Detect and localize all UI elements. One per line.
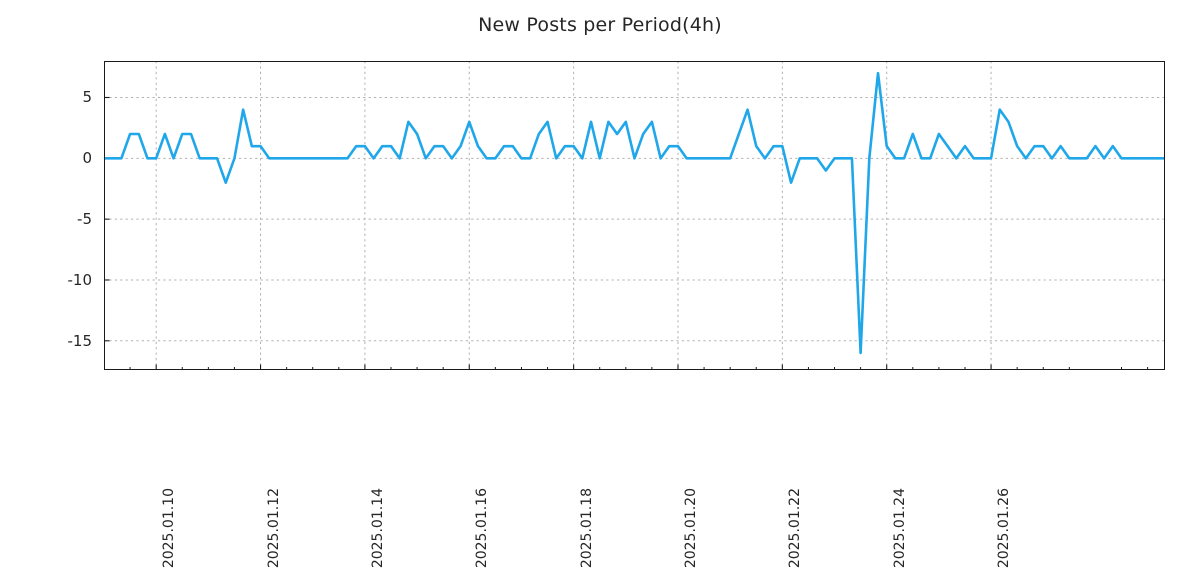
x-tick-label: 2025.01.18 (578, 488, 595, 568)
x-tick-label: 2025.01.24 (891, 488, 908, 568)
x-axis-tick-labels: 2025.01.10 2025.01.12 2025.01.14 2025.01.16… (104, 380, 1165, 568)
chart-figure: New Posts per Period(4h) 5 0 -5 -10 -15 2025… (0, 14, 1165, 568)
data-series-line (104, 71, 1165, 355)
x-tick-label: 2025.01.22 (787, 488, 804, 568)
x-tick-label: 2025.01.10 (161, 488, 178, 568)
gridlines (104, 61, 1165, 370)
y-tick-label: -10 (67, 270, 93, 289)
x-tick-label: 2025.01.26 (996, 488, 1013, 568)
y-tick-label: -15 (67, 331, 93, 350)
chart-title: New Posts per Period(4h) (478, 14, 722, 36)
line-chart-svg (104, 61, 1165, 370)
y-axis-tick-labels: 5 0 -5 -10 -15 (0, 61, 93, 370)
y-tick-label: 5 (82, 88, 92, 107)
y-tick-label: -5 (77, 210, 92, 229)
y-tick-label: 0 (82, 149, 92, 168)
plot-area (104, 61, 1165, 370)
x-tick-label: 2025.01.16 (474, 488, 491, 568)
x-tick-label: 2025.01.12 (265, 488, 282, 568)
x-tick-label: 2025.01.20 (682, 488, 699, 568)
x-tick-label: 2025.01.14 (369, 488, 386, 568)
